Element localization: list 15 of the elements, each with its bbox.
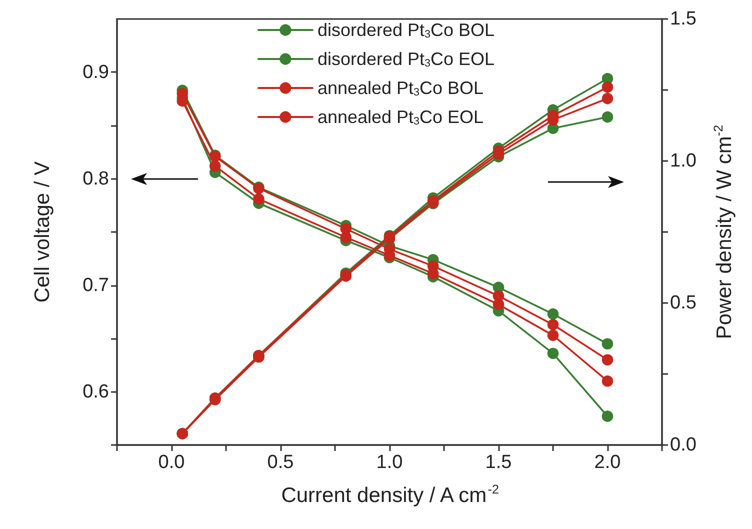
y2-tick-label: 1.0 <box>670 150 696 172</box>
x-tick-label: 1.5 <box>485 452 512 473</box>
y-tick-label: 0.7 <box>82 274 109 296</box>
y2-tick-label: 0.0 <box>670 434 696 456</box>
y-axis-title: Cell voltage / V <box>31 161 54 303</box>
y2-tick-label: 0.5 <box>670 292 696 314</box>
x-tick-label: 0.5 <box>267 452 294 473</box>
y-tick-label: 0.6 <box>82 381 109 402</box>
x-tick-label: 2.0 <box>594 452 621 473</box>
y2-tick-label: 1.5 <box>670 8 696 30</box>
y2-axis-title: Power density / W cm-2 <box>712 124 736 340</box>
x-tick-label: 0.0 <box>158 452 185 473</box>
y-tick-label: 0.9 <box>82 62 109 83</box>
y-tick-label: 0.8 <box>82 168 109 190</box>
x-tick-label: 1.0 <box>376 452 403 473</box>
